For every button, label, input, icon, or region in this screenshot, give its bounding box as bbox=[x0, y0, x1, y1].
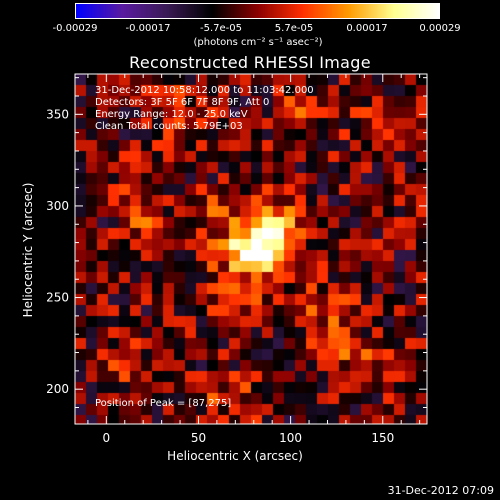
y-axis-label: Heliocentric Y (arcsec) bbox=[21, 182, 35, 318]
x-tick-label: 100 bbox=[279, 431, 302, 445]
x-tick-label: 150 bbox=[371, 431, 394, 445]
colorbar-unit: (photons cm⁻² s⁻¹ asec⁻²) bbox=[193, 37, 323, 48]
info-detectors: Detectors: 3F 5F 6F 7F 8F 9F, Att 0 bbox=[95, 97, 270, 108]
y-tick-label: 300 bbox=[46, 199, 69, 213]
y-tick-label: 350 bbox=[46, 107, 69, 121]
colorbar-tick: 0.00029 bbox=[419, 23, 461, 34]
x-tick-label: 0 bbox=[103, 431, 111, 445]
info-energy: Energy Range: 12.0 - 25.0 keV bbox=[95, 109, 248, 120]
peak-position-label: Position of Peak = [87,275] bbox=[95, 398, 232, 409]
info-time: 31-Dec-2012 10:58:12.000 to 11:03:42.000 bbox=[95, 85, 314, 96]
colorbar-tick: 5.7e-05 bbox=[274, 23, 314, 34]
x-axis-label: Heliocentric X (arcsec) bbox=[167, 449, 303, 463]
y-tick-label: 200 bbox=[46, 382, 69, 396]
colorbar-tick: 0.00017 bbox=[346, 23, 388, 34]
chart-title: Reconstructed RHESSI Image bbox=[129, 53, 371, 72]
colorbar-tick: -0.00029 bbox=[52, 23, 98, 34]
colorbar-tick: -0.00017 bbox=[125, 23, 171, 34]
colorbar-gradient bbox=[75, 3, 440, 19]
timestamp: 31-Dec-2012 07:09 bbox=[387, 484, 494, 497]
info-method: Clean Total counts: 5.79E+03 bbox=[95, 121, 243, 132]
colorbar-tick: -5.7e-05 bbox=[200, 23, 242, 34]
x-tick-label: 50 bbox=[191, 431, 206, 445]
y-tick-label: 250 bbox=[46, 291, 69, 305]
